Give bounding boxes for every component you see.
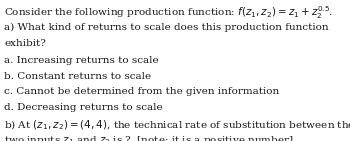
Text: d. Decreasing returns to scale: d. Decreasing returns to scale [4, 103, 163, 112]
Text: b. Constant returns to scale: b. Constant returns to scale [4, 72, 151, 81]
Text: two inputs $z_1$ and $z_2$ is ?  [note: it is a positive number]: two inputs $z_1$ and $z_2$ is ? [note: i… [4, 134, 294, 141]
Text: b) At $(z_1, z_2) = (4, 4)$, the technical rate of substitution between the: b) At $(z_1, z_2) = (4, 4)$, the technic… [4, 118, 350, 132]
Text: Consider the following production function: $f(z_1, z_2) = z_1 + z_2^{0.5}$.: Consider the following production functi… [4, 4, 334, 21]
Text: a. Increasing returns to scale: a. Increasing returns to scale [4, 56, 159, 65]
Text: c. Cannot be determined from the given information: c. Cannot be determined from the given i… [4, 87, 279, 96]
Text: exhibit?: exhibit? [4, 39, 46, 49]
Text: a) What kind of returns to scale does this production function: a) What kind of returns to scale does th… [4, 23, 329, 32]
